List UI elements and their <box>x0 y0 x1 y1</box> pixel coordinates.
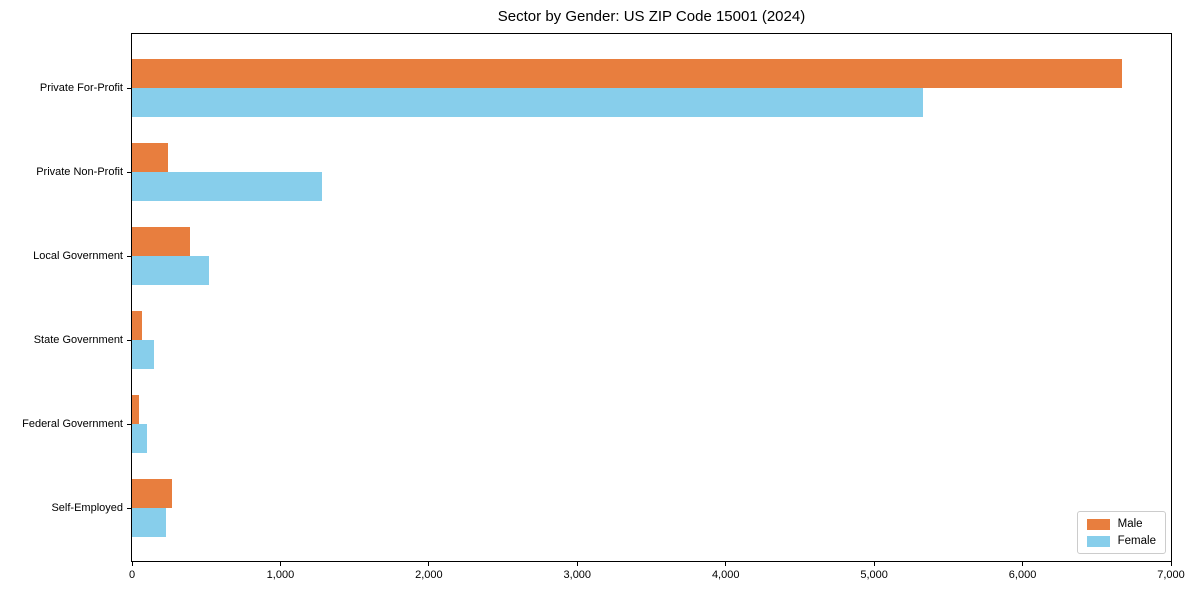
y-tick-mark-local-government <box>127 256 131 257</box>
bar-female-private-for-profit <box>132 88 924 117</box>
x-tick-mark-2000 <box>428 562 430 566</box>
x-tick-label-2000: 2,000 <box>415 569 443 581</box>
bar-female-local-government <box>132 256 210 285</box>
bar-male-self-employed <box>132 479 173 508</box>
y-tick-label-private-non-profit: Private Non-Profit <box>36 166 123 178</box>
plot-area: Private For-Profit Private Non-Profit Loca… <box>22 33 1185 581</box>
x-tick-mark-6000 <box>1022 562 1024 566</box>
x-tick-mark-1000 <box>279 562 281 566</box>
y-tick-label-self-employed: Self-Employed <box>51 502 123 514</box>
x-tick-label-3000: 3,000 <box>563 569 592 581</box>
y-tick-mark-private-for-profit <box>127 88 131 89</box>
x-tick-label-6000: 6,000 <box>1008 569 1037 581</box>
legend-swatch-male <box>1086 518 1110 530</box>
bar-female-federal-government <box>132 424 147 453</box>
x-tick-label-1000: 1,000 <box>266 569 295 581</box>
legend-item-male: Male <box>1086 518 1156 530</box>
bar-male-private-for-profit <box>132 59 1123 88</box>
bar-female-self-employed <box>132 508 167 537</box>
x-tick-label-4000: 4,000 <box>711 569 740 581</box>
x-tick-mark-7000 <box>1170 562 1172 566</box>
x-tick-mark-4000 <box>725 562 727 566</box>
y-tick-label-state-government: State Government <box>33 334 123 346</box>
legend-label-female: Female <box>1117 535 1156 547</box>
y-tick-mark-private-non-profit <box>127 172 131 173</box>
x-tick-label-0: 0 <box>128 569 136 581</box>
x-tick-mark-3000 <box>576 562 578 566</box>
legend-label-male: Male <box>1117 518 1143 530</box>
x-tick-mark-5000 <box>873 562 875 566</box>
bar-male-local-government <box>132 227 190 256</box>
bar-male-private-non-profit <box>132 143 168 172</box>
y-tick-label-private-for-profit: Private For-Profit <box>39 82 123 94</box>
x-tick-label-7000: 7,000 <box>1157 569 1185 581</box>
bar-male-state-government <box>132 311 142 340</box>
x-tick-mark-0 <box>131 562 133 566</box>
y-tick-mark-state-government <box>127 340 131 341</box>
bar-female-state-government <box>132 340 155 369</box>
bar-female-private-non-profit <box>132 172 322 201</box>
y-tick-label-federal-government: Federal Government <box>22 418 123 430</box>
y-tick-label-local-government: Local Government <box>33 250 123 262</box>
legend-swatch-female <box>1086 535 1110 547</box>
chart-title: Sector by Gender: US ZIP Code 15001 (202… <box>497 8 806 25</box>
legend-item-female: Female <box>1086 535 1156 547</box>
y-tick-mark-federal-government <box>127 424 131 425</box>
y-tick-mark-self-employed <box>127 508 131 509</box>
legend: Male Female <box>1076 511 1166 554</box>
bar-male-federal-government <box>132 395 139 424</box>
x-tick-label-5000: 5,000 <box>860 569 888 581</box>
